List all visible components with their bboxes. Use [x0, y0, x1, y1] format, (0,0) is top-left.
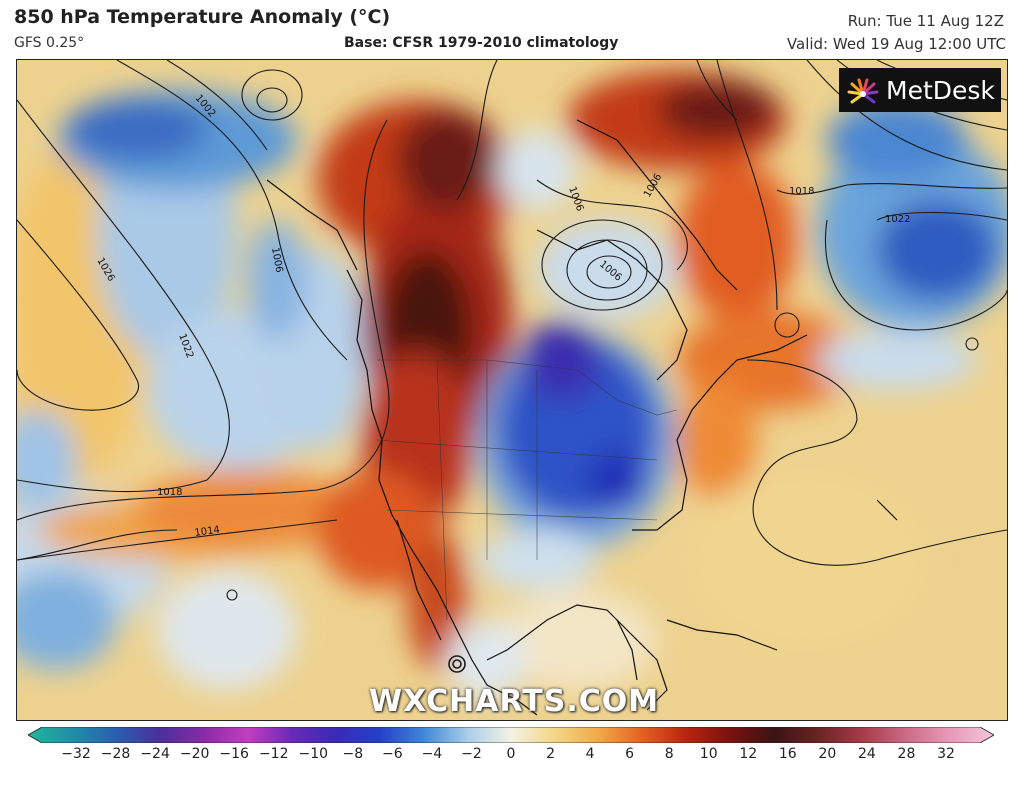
- metdesk-logo-text: MetDesk: [886, 75, 995, 105]
- chart-title: 850 hPa Temperature Anomaly (°C): [14, 6, 391, 28]
- run-time-label: Run: Tue 11 Aug 12Z: [847, 12, 1004, 30]
- wxcharts-watermark: WXCHARTS.COM: [369, 684, 660, 719]
- color-scale-svg: [27, 726, 995, 744]
- color-scale-tick-label: −8: [342, 746, 364, 762]
- model-label: GFS 0.25°: [14, 35, 85, 51]
- color-scale-tick-label: −6: [382, 746, 403, 762]
- climatology-base-label: Base: CFSR 1979-2010 climatology: [344, 35, 619, 51]
- color-scale-tick-label: −4: [421, 746, 443, 762]
- color-scale-tick-label: 6: [625, 746, 635, 762]
- metdesk-sunburst-icon: [847, 78, 879, 104]
- color-scale-tick-label: −10: [298, 746, 329, 762]
- color-scale-tick-label: −12: [258, 746, 289, 762]
- color-scale-tick-label: 10: [699, 746, 718, 762]
- political-borders: [376, 359, 678, 621]
- color-scale-tick-label: −20: [179, 746, 210, 762]
- isobar-label: 1018: [789, 186, 814, 197]
- isobar-label: 1014: [194, 525, 221, 539]
- color-scale-gradient: [27, 726, 995, 744]
- color-scale-tick-label: −24: [140, 746, 170, 762]
- anomaly-shading: [17, 70, 1007, 700]
- color-scale-tick-label: 8: [664, 746, 674, 762]
- valid-time-label: Valid: Wed 19 Aug 12:00 UTC: [786, 35, 1006, 53]
- color-scale-bar: [27, 726, 995, 744]
- anomaly-map-canvas: 1002 1006 1018 1022 1026 1022 1018 1014 …: [17, 60, 1007, 720]
- color-scale-tick-label: 24: [857, 746, 876, 762]
- anomaly-map: 1002 1006 1018 1022 1026 1022 1018 1014 …: [16, 59, 1008, 721]
- coastlines: [266, 119, 898, 716]
- isobar-label: 1006: [269, 247, 284, 274]
- metdesk-logo: MetDesk: [839, 68, 1001, 112]
- color-scale-tick-label: −2: [461, 746, 482, 762]
- isobar-label: 1018: [157, 487, 182, 498]
- color-scale-tick-label: −28: [100, 746, 131, 762]
- color-scale-tick-label: 28: [897, 746, 916, 762]
- color-scale-tick-label: 20: [818, 746, 837, 762]
- color-scale-ticks: −32 −28 −24 −20 −16 −12 −10 −8 −6 −4 −2 0 2 4 6 8 10 12 16…: [0, 746, 1024, 770]
- isobar-label: 1022: [885, 214, 910, 225]
- color-scale-tick-label: 0: [506, 746, 516, 762]
- color-scale-tick-label: −16: [219, 746, 249, 762]
- color-scale-tick-label: 16: [778, 746, 797, 762]
- color-scale-tick-label: −32: [61, 746, 91, 762]
- color-scale-tick-label: 4: [585, 746, 595, 762]
- color-scale-tick-label: 12: [739, 746, 758, 762]
- color-scale-tick-label: 2: [546, 746, 555, 762]
- color-scale-tick-label: 32: [937, 746, 955, 762]
